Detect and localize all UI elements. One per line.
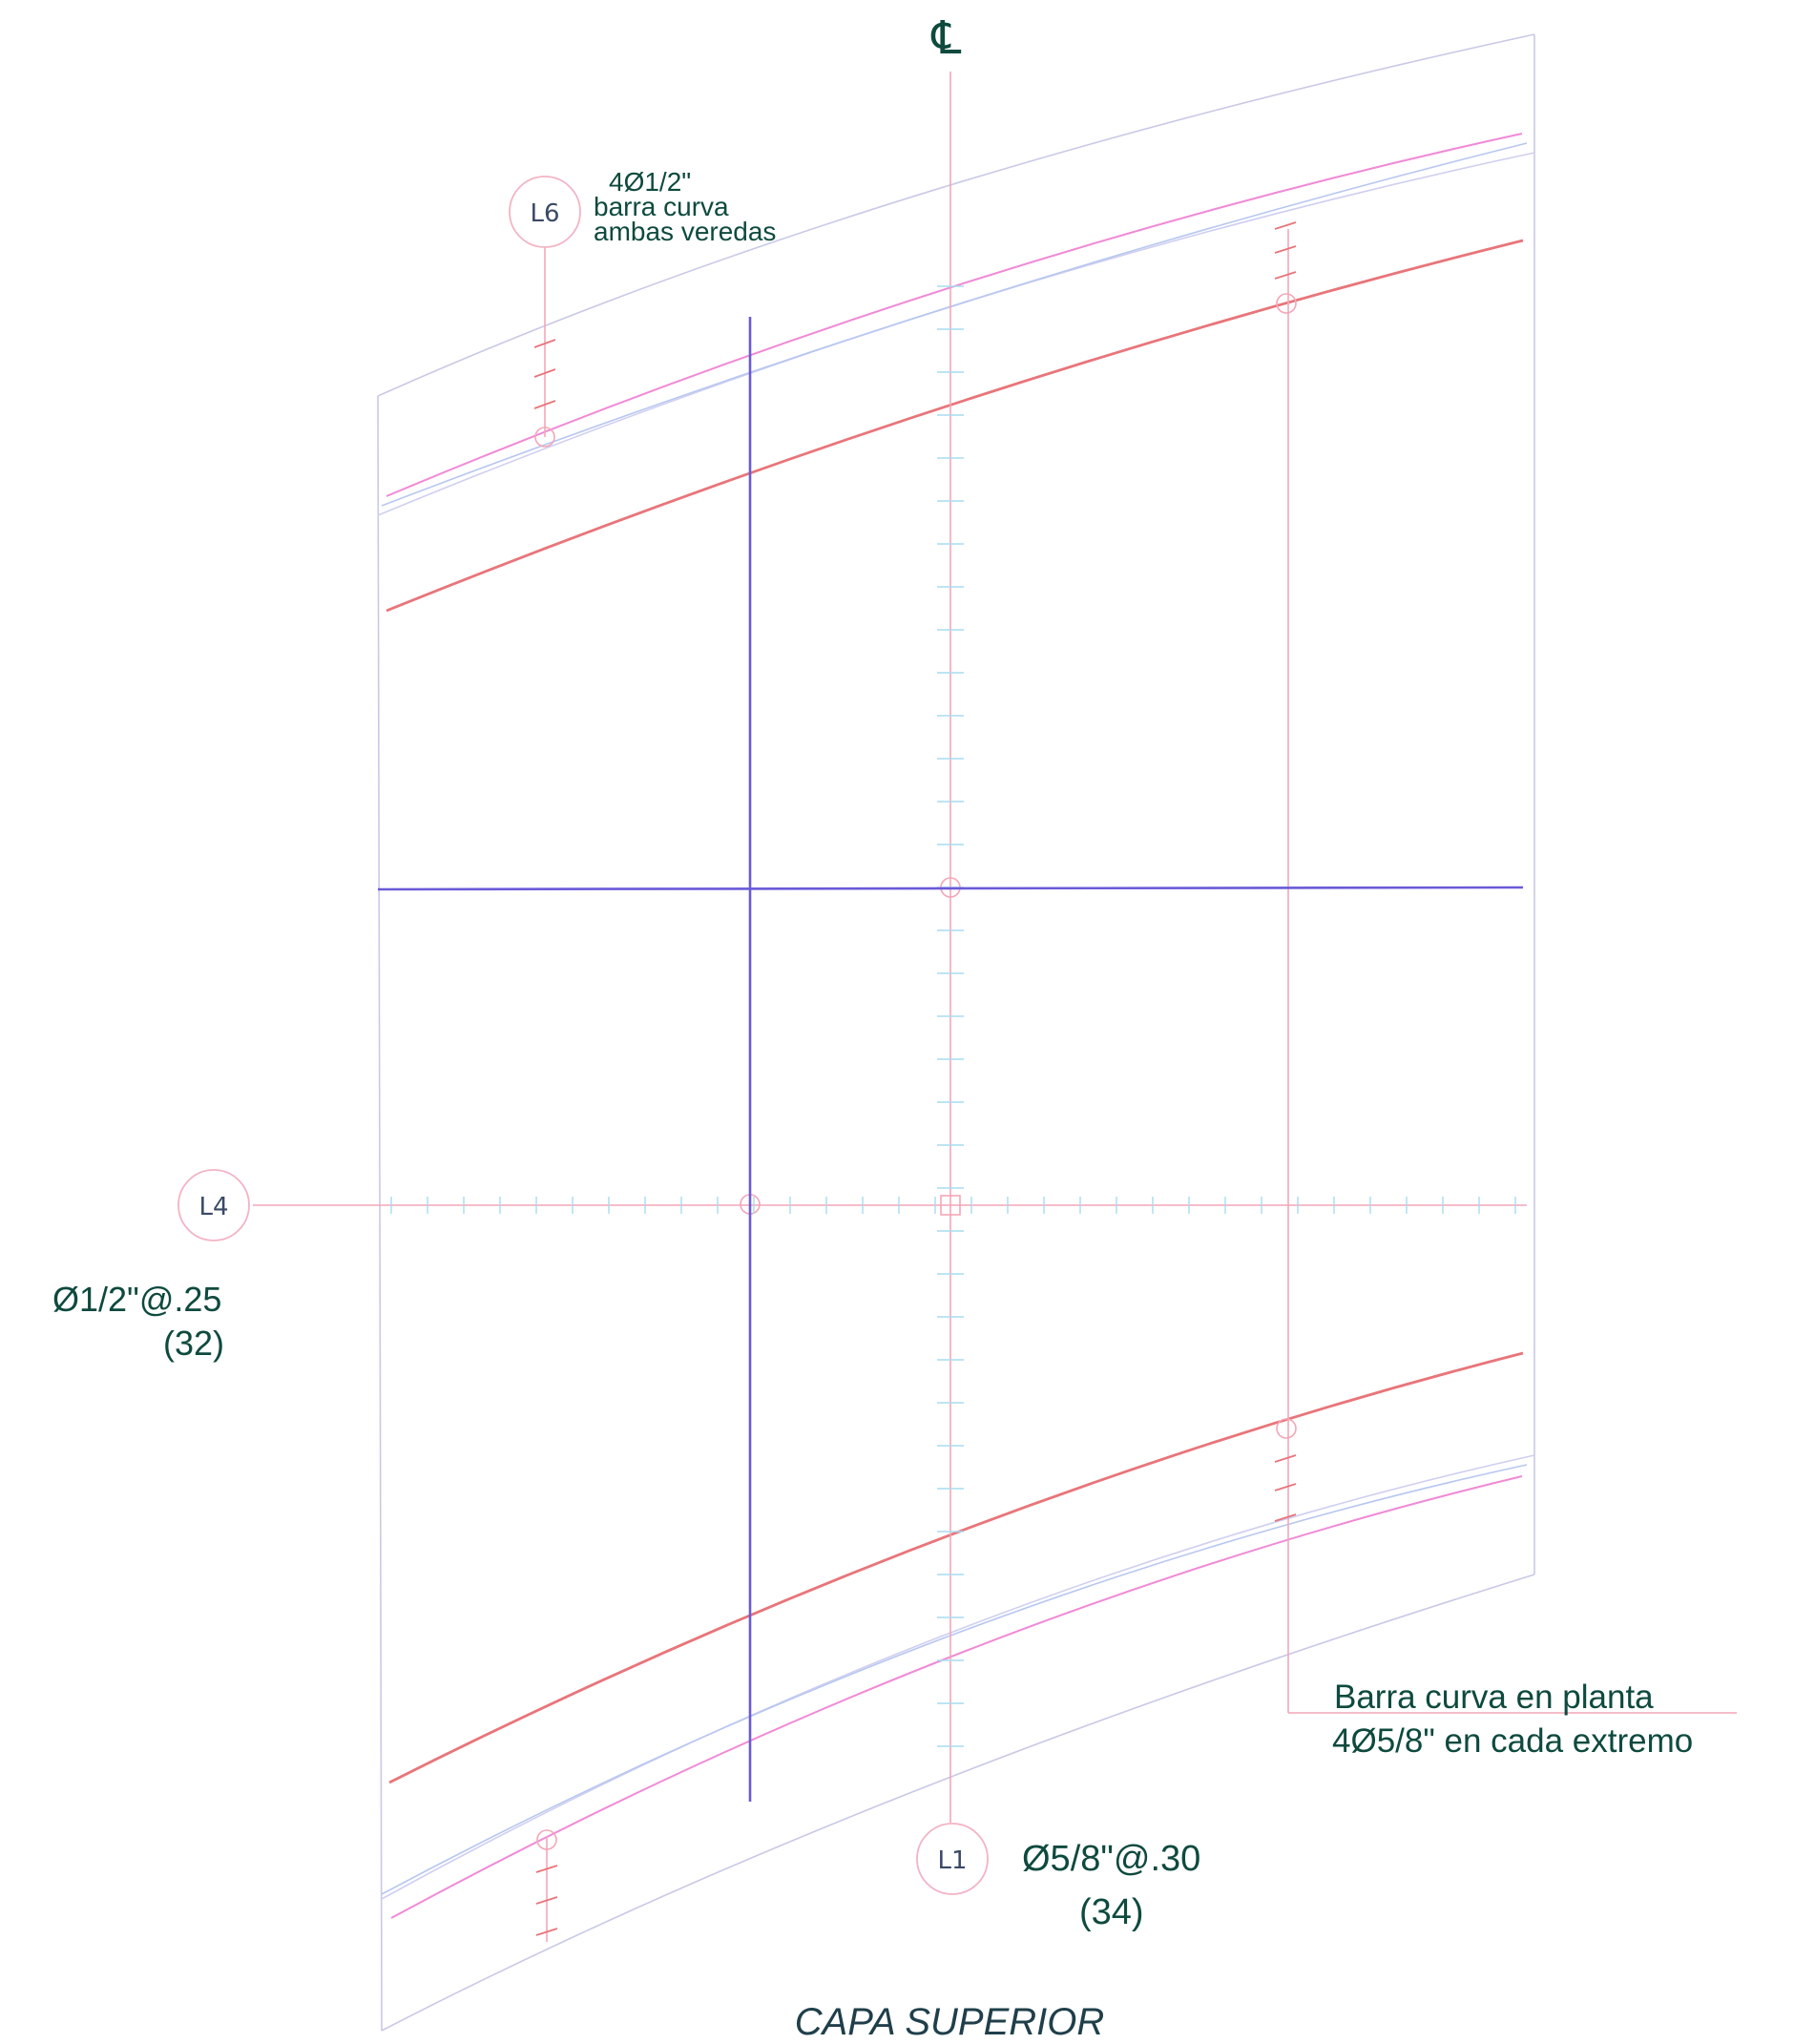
drawing-title: CAPA SUPERIOR	[795, 2001, 1105, 2043]
slash-tick	[1274, 271, 1297, 280]
slash-tick	[533, 339, 556, 348]
edge-bar-bottom	[388, 1351, 1524, 1784]
slash-tick	[533, 368, 556, 378]
sidewalk-bar-bottom	[390, 1475, 1523, 1919]
slash-ticks	[533, 221, 1297, 1936]
node-top-right	[1276, 293, 1297, 314]
slash-tick	[535, 1865, 558, 1873]
sidewalk-edge-bottom	[381, 1454, 1535, 1900]
slab-top-edge	[377, 33, 1535, 397]
slash-tick	[1274, 221, 1297, 230]
guide-lines	[377, 317, 1524, 1802]
tag-circle-l6	[509, 176, 581, 248]
slash-tick	[1274, 1513, 1297, 1522]
node-bottom-left	[536, 1829, 557, 1850]
node-top-left	[534, 427, 555, 448]
callout-l1-text: Ø5/8"@.30 (34)	[1022, 1839, 1200, 1932]
l6-line-3: ambas veredas	[594, 217, 776, 246]
tag-l6: L6	[530, 199, 559, 228]
slab-bottom-edge	[381, 1574, 1535, 2032]
sidewalk-bars	[386, 133, 1523, 1919]
dimension-lines	[253, 72, 1737, 1942]
tag-l4: L4	[198, 1193, 228, 1221]
callout-l4-text: Ø1/2"@.25 (32)	[52, 1280, 224, 1363]
slash-tick	[533, 400, 556, 409]
centerline-mark	[940, 1195, 961, 1216]
edge-bar-line-2: 4Ø5/8" en cada extremo	[1332, 1722, 1693, 1760]
tag-circle-l1	[916, 1823, 989, 1895]
spacing-ticks	[390, 285, 1516, 1747]
l1-line-2: (34)	[1079, 1892, 1144, 1932]
l4-line-2: (32)	[163, 1324, 224, 1363]
l1-line-1: Ø5/8"@.30	[1022, 1839, 1200, 1879]
callout-tags: L6 L4 L1	[177, 176, 989, 1895]
sidewalk-bar-bottom-2	[381, 1464, 1528, 1895]
l6-line-1: 4Ø1/2"	[609, 167, 691, 197]
slash-tick	[1274, 1454, 1297, 1463]
l6-line-2: barra curva	[594, 192, 729, 221]
tag-circle-l4	[177, 1169, 250, 1241]
slab-left-edge	[377, 395, 383, 2032]
guide-horizontal	[377, 886, 1524, 891]
centerline-symbol: ℄	[931, 13, 962, 64]
l4-line-1: Ø1/2"@.25	[52, 1280, 221, 1319]
sidewalk-bar-top-2	[381, 142, 1528, 507]
tag-l1: L1	[937, 1846, 967, 1875]
slash-tick	[1274, 245, 1297, 254]
slash-tick	[535, 1928, 558, 1936]
slash-tick	[535, 1896, 558, 1905]
node-bottom-right	[1276, 1418, 1297, 1439]
slab-outline	[377, 33, 1535, 2032]
slash-tick	[1274, 1483, 1297, 1491]
callout-l6-text: 4Ø1/2" barra curva ambas veredas	[594, 167, 776, 246]
edge-bar-line-1: Barra curva en planta	[1334, 1679, 1654, 1716]
callout-edge-bar-text: Barra curva en planta 4Ø5/8" en cada ext…	[1332, 1679, 1693, 1760]
edge-curve-bars	[386, 239, 1524, 1784]
edge-bar-top	[386, 239, 1524, 613]
